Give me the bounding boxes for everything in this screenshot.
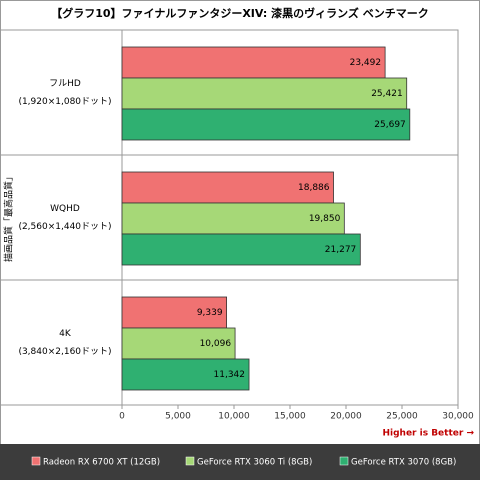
legend-label: GeForce RTX 3060 Ti (8GB) (197, 458, 312, 468)
x-tick-label: 25,000 (386, 412, 418, 422)
legend-swatch (339, 456, 349, 466)
category-label: フルHD (49, 79, 81, 89)
annotation: Higher is Better → (382, 429, 474, 439)
x-tick-label: 20,000 (330, 412, 362, 422)
bar (121, 108, 411, 141)
category-sublabel: (2,560×1,440ドット) (18, 222, 111, 232)
x-tick-label: 10,000 (218, 412, 250, 422)
category-label: WQHD (50, 204, 80, 214)
legend-label: Radeon RX 6700 XT (12GB) (43, 458, 160, 468)
x-tick-label: 5,000 (165, 412, 191, 422)
category-sublabel: (3,840×2,160ドット) (18, 347, 111, 357)
legend-swatch (185, 456, 195, 466)
value-label: 19,850 (309, 214, 341, 224)
bar (121, 77, 408, 110)
value-label: 25,697 (374, 120, 406, 130)
x-tick-label: 30,000 (442, 412, 474, 422)
category-sublabel: (1,920×1,080ドット) (18, 97, 111, 107)
legend-background (0, 444, 480, 480)
x-tick-label: 0 (119, 412, 125, 422)
bar (121, 296, 227, 329)
value-label: 9,339 (197, 308, 223, 318)
value-label: 18,886 (298, 183, 330, 193)
bar (121, 327, 236, 360)
bar (121, 202, 345, 235)
bar (121, 233, 361, 266)
value-label: 21,277 (325, 245, 357, 255)
chart-title: 【グラフ10】ファイナルファンタジーXIV: 漆黒のヴィランズ ベンチマーク (51, 6, 429, 20)
bar (121, 46, 386, 79)
category-label: 4K (59, 329, 72, 339)
y-axis-label: 描画品質「最高品質」 (3, 172, 15, 262)
legend-label: GeForce RTX 3070 (8GB) (351, 458, 456, 468)
x-tick-label: 15,000 (274, 412, 306, 422)
legend-swatch (31, 456, 41, 466)
value-label: 10,096 (200, 339, 232, 349)
plot-area (0, 29, 459, 406)
value-label: 25,421 (371, 89, 403, 99)
value-label: 23,492 (350, 58, 382, 68)
value-label: 11,342 (214, 370, 246, 380)
bar (121, 358, 250, 391)
